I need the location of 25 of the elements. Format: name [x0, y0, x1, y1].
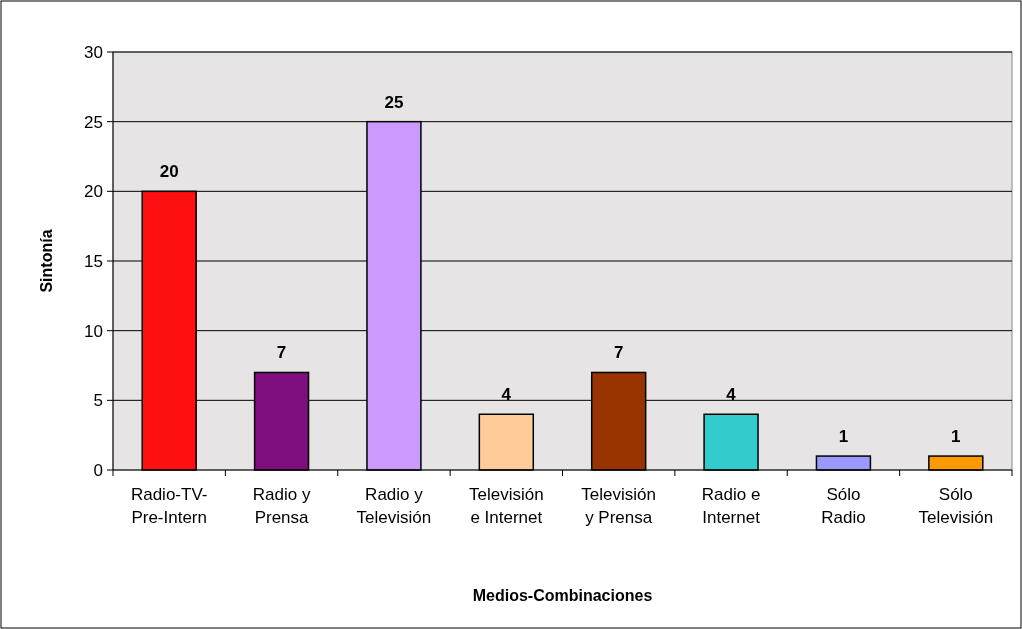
x-tick-label: Televisión e Internet [468, 485, 544, 527]
y-axis-title: Sintonía [38, 229, 55, 293]
x-tick-label: Sólo Radio [821, 485, 866, 527]
data-label: 20 [159, 162, 179, 182]
data-label: 1 [838, 427, 849, 447]
y-tick-label: 10 [84, 321, 103, 341]
data-label: 4 [726, 385, 737, 405]
x-tick-label: Sólo Televisión [918, 485, 994, 527]
data-label: 7 [613, 343, 624, 363]
x-axis-title: Medios-Combinaciones [472, 587, 653, 604]
x-tick-label: Radio e Internet [701, 485, 761, 527]
x-tick-label: Radio-TV- Pre-Intern [130, 485, 208, 527]
y-tick-label: 5 [93, 391, 103, 411]
y-tick-label: 25 [84, 112, 103, 132]
y-tick-label: 15 [84, 251, 103, 271]
y-tick-label: 20 [84, 182, 103, 202]
x-tick-label: Radio y Prensa [252, 485, 311, 527]
data-label: 7 [276, 343, 287, 363]
data-label: 25 [384, 92, 404, 112]
data-label: 4 [501, 385, 512, 405]
y-tick-label: 30 [84, 42, 103, 62]
y-tick-label: 0 [93, 460, 103, 480]
data-label: 1 [951, 427, 961, 447]
x-tick-label: Televisión y Prensa [581, 485, 657, 527]
x-tick-label: Radio y Televisión [356, 485, 432, 527]
